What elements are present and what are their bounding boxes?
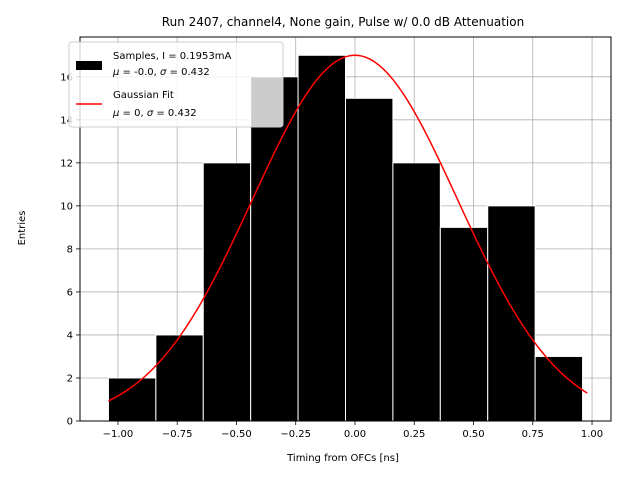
x-tick-label: −1.00	[103, 429, 134, 440]
x-tick-label: −0.25	[280, 429, 311, 440]
y-axis-label: Entries	[17, 211, 28, 246]
y-tick-label: 0	[67, 417, 73, 428]
plot-frame	[79, 36, 612, 422]
chart-title: Run 2407, channel4, None gain, Pulse w/ …	[162, 15, 524, 29]
legend-box	[68, 41, 284, 128]
histogram-bar	[345, 97, 394, 422]
histogram-bar	[487, 205, 536, 422]
x-tick-label: 0.75	[522, 429, 544, 440]
x-axis-label: Timing from OFCs [ns]	[286, 453, 399, 464]
legend-swatch-samples	[76, 61, 102, 70]
y-tick-label: 16	[60, 72, 73, 83]
y-tick-label: 12	[60, 158, 73, 169]
legend-label-samples: Samples, I = 0.1953mA	[113, 51, 231, 62]
histogram-bar	[202, 162, 252, 422]
x-tick-label: −0.50	[221, 429, 252, 440]
y-tick-label: 2	[67, 373, 73, 384]
y-tick-label: 6	[67, 287, 73, 298]
histogram-bar	[107, 377, 157, 422]
y-axis-ticks: 0 2 4 6 8 10 12 14 16	[60, 72, 80, 428]
legend-stats-fit: μ = 0, σ = 0.432	[112, 108, 197, 119]
x-tick-label: 0.00	[344, 429, 366, 440]
y-tick-label: 8	[67, 244, 73, 255]
histogram-bar	[534, 355, 584, 422]
histogram-bars	[107, 54, 584, 422]
x-axis-ticks: −1.00 −0.75 −0.50 −0.25 0.00 0.25 0.50 0.75 1.00	[103, 421, 603, 440]
legend: Samples, I = 0.1953mA μ = -0.0, σ = 0.43…	[68, 41, 284, 128]
x-tick-label: 0.25	[403, 429, 425, 440]
x-tick-label: 0.50	[462, 429, 484, 440]
legend-stats-samples: μ = -0.0, σ = 0.432	[112, 67, 210, 78]
gaussian-fit-line	[108, 54, 588, 402]
gaussian-fit	[108, 54, 588, 402]
y-tick-label: 14	[60, 115, 73, 126]
histogram-bar	[392, 162, 441, 422]
histogram-bar	[439, 226, 489, 422]
legend-label-fit: Gaussian Fit	[113, 90, 174, 101]
x-tick-label: −0.75	[162, 429, 193, 440]
histogram-bar	[250, 76, 299, 422]
histogram-bar	[155, 334, 204, 422]
histogram-bar	[297, 54, 347, 422]
x-tick-label: 1.00	[581, 429, 603, 440]
y-tick-label: 10	[60, 201, 73, 212]
y-tick-label: 4	[67, 330, 73, 341]
